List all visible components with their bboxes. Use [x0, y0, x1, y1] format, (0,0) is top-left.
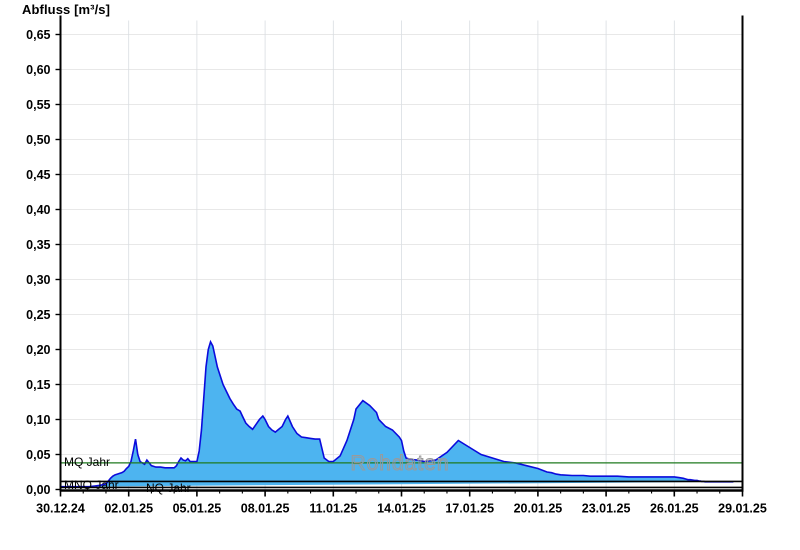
y-tick-label: 0,35 — [26, 238, 50, 252]
y-tick-label: 0,05 — [26, 448, 50, 462]
x-tick-label: 30.12.24 — [36, 502, 85, 516]
x-tick-label: 11.01.25 — [309, 502, 357, 516]
x-tick-label: 05.01.25 — [173, 502, 222, 516]
x-tick-label: 23.01.25 — [582, 502, 631, 516]
rohdaten-watermark: Rohdaten — [350, 452, 449, 476]
y-tick-label: 0,55 — [26, 98, 50, 112]
x-tick-label: 29.01.25 — [718, 502, 767, 516]
x-tick-label: 08.01.25 — [241, 502, 290, 516]
axis-tick-labels: 0,00 0,05 0,10 0,15 0,20 0,25 0,30 0,35 0,40 0,45… — [26, 28, 767, 516]
axis-lines — [59, 15, 744, 492]
y-tick-label: 0,20 — [26, 343, 50, 357]
x-tick-label: 02.01.25 — [104, 502, 153, 516]
discharge-area-fill — [60, 341, 734, 487]
y-tick-label: 0,00 — [26, 483, 50, 497]
reference-label-mnq-jahr: MNQ Jahr — [64, 478, 119, 492]
y-tick-label: 0,10 — [26, 413, 50, 427]
x-tick-label: 20.01.25 — [514, 502, 563, 516]
y-tick-label: 0,50 — [26, 133, 50, 147]
grid-lines — [60, 20, 743, 490]
y-tick-label: 0,60 — [26, 63, 50, 77]
y-tick-label: 0,40 — [26, 203, 50, 217]
page-title: Abfluss [m³/s] — [22, 2, 111, 17]
y-tick-label: 0,30 — [26, 273, 50, 287]
reference-label-nq-jahr: NQ Jahr — [146, 481, 191, 495]
y-tick-label: 0,25 — [26, 308, 50, 322]
reference-lines — [60, 462, 743, 489]
x-tick-label: 17.01.25 — [445, 502, 494, 516]
watermark-label: Rohdaten — [350, 452, 449, 475]
reference-label-mq-jahr: MQ Jahr — [64, 455, 110, 469]
y-tick-label: 0,65 — [26, 28, 50, 42]
x-tick-label: 26.01.25 — [650, 502, 699, 516]
y-tick-label: 0,45 — [26, 168, 50, 182]
y-tick-label: 0,15 — [26, 378, 50, 392]
x-tick-label: 14.01.25 — [377, 502, 426, 516]
